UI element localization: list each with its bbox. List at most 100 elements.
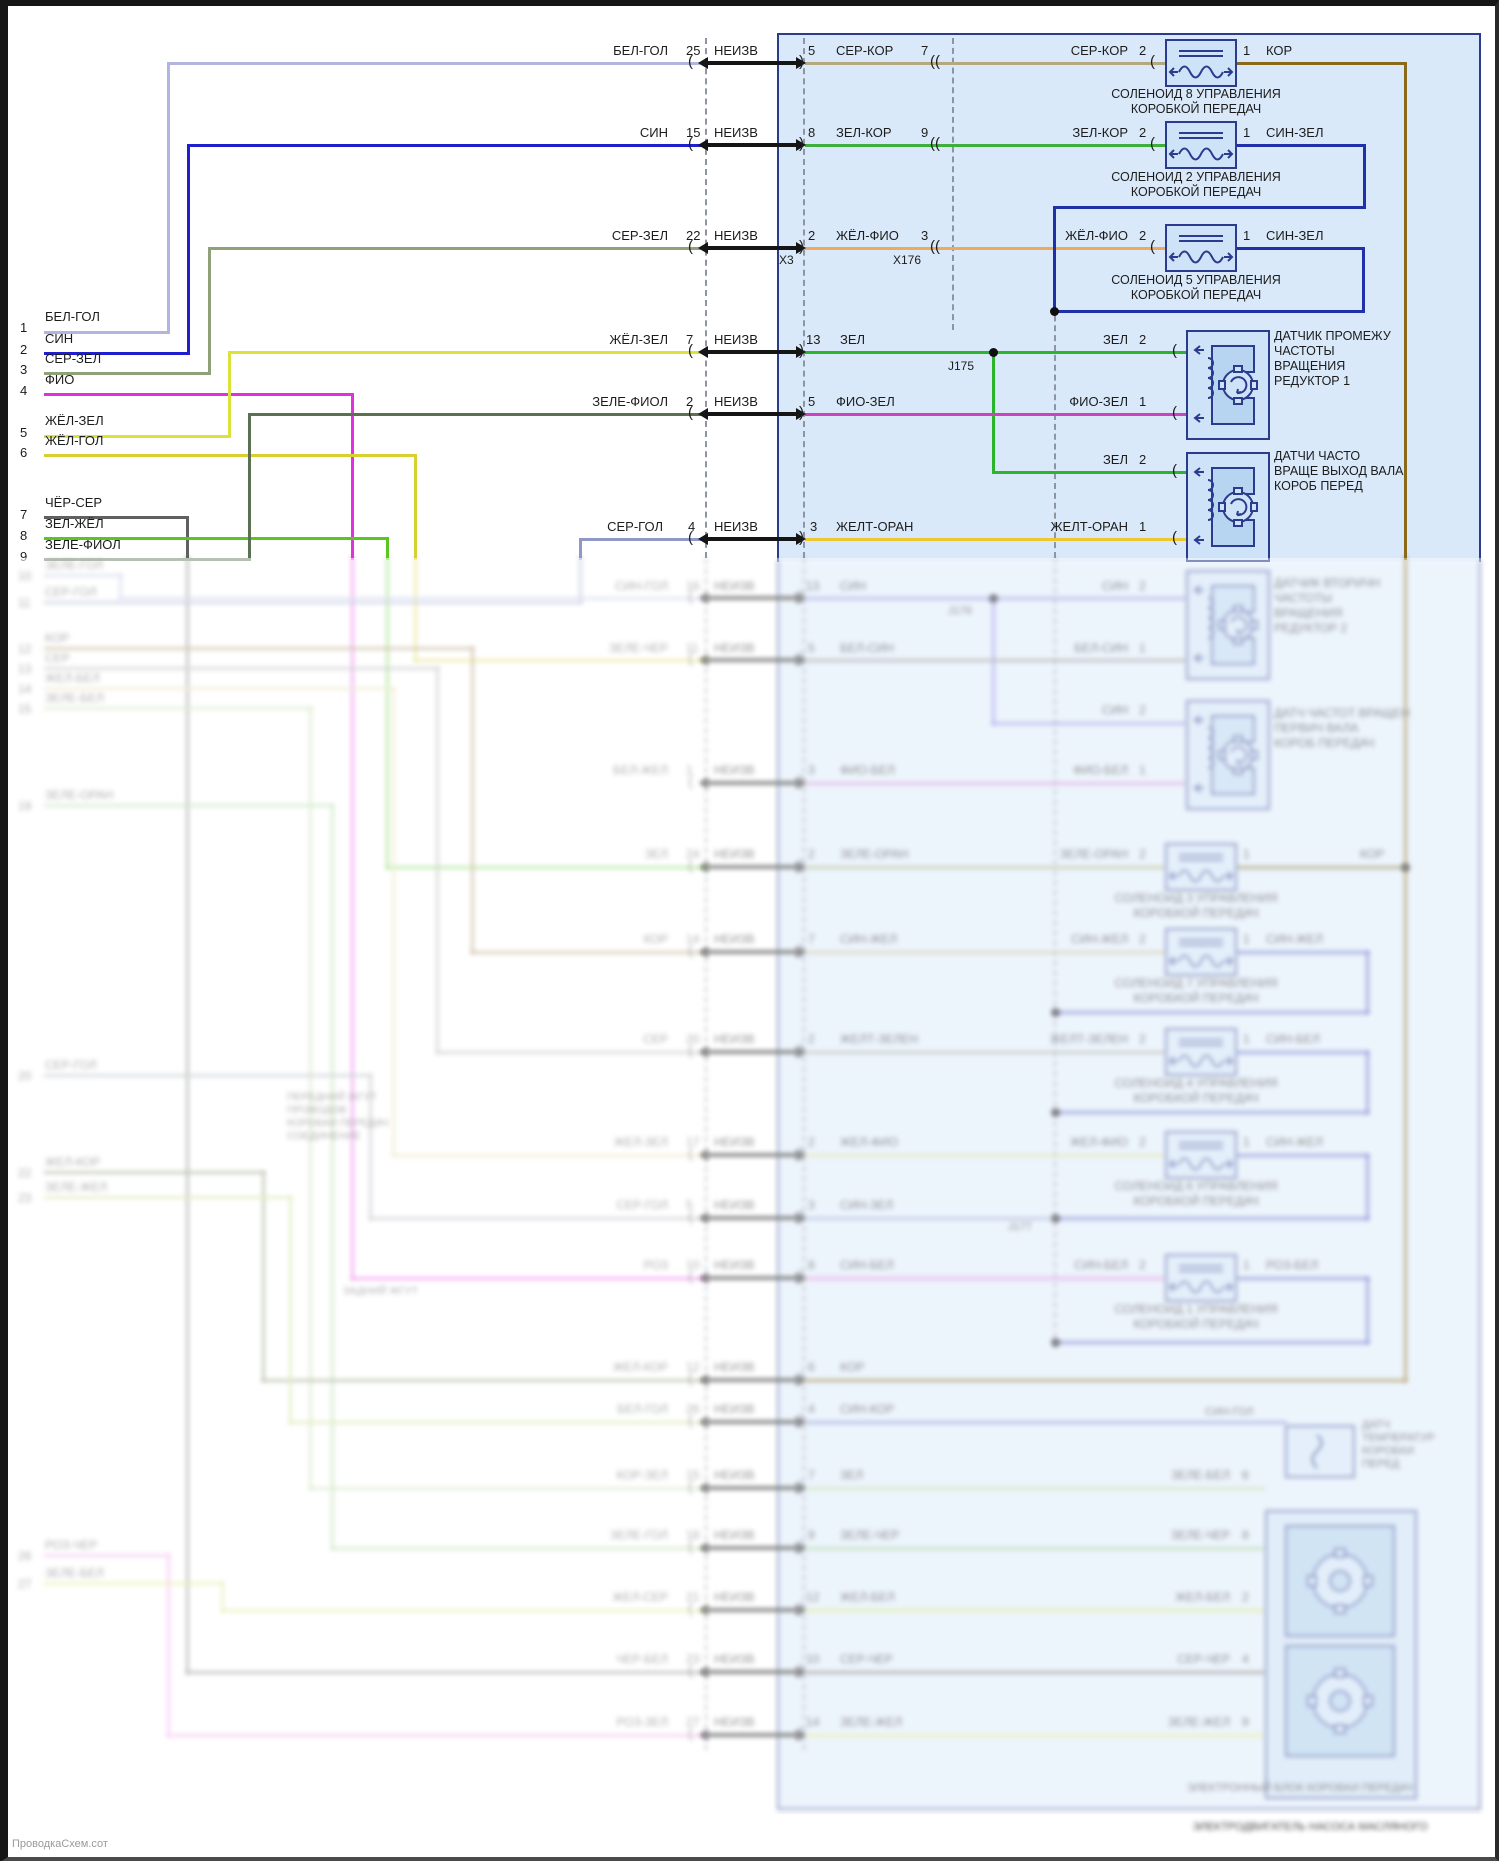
neizv-arrow-left — [698, 1272, 708, 1284]
brow20-pin-a: 9 — [808, 1528, 815, 1542]
brow14-left-pin: 17 — [686, 1135, 700, 1149]
b-stub26-segment — [166, 1554, 170, 1737]
neizv-arrow-left — [698, 861, 708, 873]
connector-paren-right: ) — [799, 588, 804, 605]
solenoid-coil-blur-1 — [1165, 843, 1237, 891]
brow12-left-color: КОР — [643, 932, 668, 946]
brow19-connector-label: НЕИЗВ — [714, 1468, 755, 1482]
stub6-num: 6 — [20, 445, 28, 460]
stub5-zhel-zel-segment — [228, 350, 708, 354]
neizv-wire-bar — [706, 1733, 798, 1737]
brow19-mid-color: ЗЕЛ — [840, 1468, 864, 1482]
neizv-arrow-right — [796, 1604, 806, 1616]
sin-zel-sol2-segment — [1236, 143, 1366, 147]
sensor4-pin2-color: СИН — [1102, 703, 1128, 717]
connector-paren-right: ) — [799, 1412, 804, 1429]
b-stub12-segment — [471, 950, 708, 954]
stub4-label: ФИО — [45, 372, 75, 387]
ser-gol-feed-blur-segment — [578, 557, 582, 604]
sensor3-caption-1: ДАТЧИК ВТОРИЧН — [1274, 576, 1381, 590]
neizv-arrow-right — [796, 777, 806, 789]
brow12-comp-pin1: 1 — [1243, 932, 1250, 946]
brow8-mid-color: СИН — [840, 579, 866, 593]
b-row11-kor-link-segment — [1236, 865, 1407, 869]
stub1-label: БЕЛ-ГОЛ — [45, 309, 100, 324]
sin-zel-sol5-segment — [1361, 247, 1365, 313]
stub9-zele-fiol-segment — [248, 412, 708, 416]
neizv-wire-bar — [706, 1670, 798, 1674]
neizv-wire-bar — [706, 1216, 798, 1220]
ser-gol-feed-blur-segment — [44, 600, 582, 604]
neizv-wire-bar — [706, 596, 798, 600]
brow12-right-color: СИН-ЖЕЛ — [1071, 932, 1128, 946]
neizv-arrow-left — [698, 592, 708, 604]
brow15-left-color: СЕР-ГОЛ — [616, 1198, 668, 1212]
brow11-pin-a: 2 — [808, 847, 815, 861]
neizv-wire-bar — [706, 1050, 798, 1054]
brow17-mid-color: КОР — [840, 1360, 865, 1374]
brow13-comp-pin1: 1 — [1243, 1032, 1250, 1046]
b-stub13-segment — [435, 667, 439, 1054]
stub20-num: 20 — [18, 1069, 32, 1083]
brow21-right-color: ЖЕЛ-БЕЛ — [1175, 1590, 1230, 1604]
stub19-label: ЗЕЛЕ-ОРАН — [45, 788, 114, 802]
stub3-num: 3 — [20, 362, 28, 377]
b-stub20-segment — [368, 1074, 372, 1220]
stub8-num: 8 — [20, 528, 28, 543]
brow16-connector-label: НЕИЗВ — [714, 1258, 755, 1272]
stub1-bel-gol-segment — [44, 330, 170, 334]
brow11-comp-pin1: 1 — [1243, 847, 1250, 861]
sensor3-caption-3: ВРАЩЕНИЯ — [1274, 606, 1343, 620]
stub9-zele-fiol-segment — [247, 413, 251, 561]
b-row13-loop-segment — [1236, 1050, 1369, 1054]
neizv-arrow-right — [796, 1272, 806, 1284]
b-stub26-segment — [167, 1733, 708, 1737]
ecu-panel-top — [777, 33, 1481, 562]
row6-comp-glyph: ( — [1172, 462, 1177, 479]
row2-pin-a: 8 — [808, 125, 816, 140]
stub8-zel-zhel-sharp-segment — [44, 536, 389, 540]
connector-paren-right: ) — [799, 1600, 804, 1617]
row1-ser-kor-segment — [805, 61, 1165, 65]
connector-paren-right: ) — [799, 1478, 804, 1495]
brow20-mid-color: ЗЕЛЕ-ЧЕР — [840, 1528, 900, 1542]
brow17-connector-label: НЕИЗВ — [714, 1360, 755, 1374]
neizv-wire-bar — [706, 143, 798, 147]
b-stub27-segment — [44, 1581, 224, 1585]
brow20-connector-label: НЕИЗВ — [714, 1528, 755, 1542]
connector-x176: X176 — [893, 253, 922, 267]
row3-mid-color: ЖЁЛ-ФИО — [836, 228, 899, 243]
brow10-left-color: БЕЛ-ЖЕЛ — [613, 763, 668, 777]
b-row11-zele-oran-segment — [805, 865, 1165, 869]
neizv-wire-bar — [706, 1608, 798, 1612]
row4-connector-label: НЕИЗВ — [714, 332, 758, 347]
row6-right-color: ЗЕЛ — [1102, 452, 1128, 467]
brow14-out-color: СИН-ЖЕЛ — [1266, 1135, 1323, 1149]
solenoid1-caption2: КОРОБКОЙ ПЕРЕДАЧ — [1133, 1317, 1259, 1331]
brow9-left-pin: 11 — [686, 641, 699, 655]
connector-paren-right: ) — [799, 1268, 804, 1285]
b-row12-loop-segment — [1236, 950, 1369, 954]
temp-sensor-caption-4: ПЕРЕД — [1362, 1458, 1400, 1470]
solenoid-2-coil — [1165, 121, 1237, 169]
row2-zel-kor-segment — [805, 143, 1165, 147]
b-row8-branch-segment — [992, 721, 1186, 725]
stub23-label: ЗЕЛЕ-ЖЕЛ — [45, 1180, 108, 1194]
sin-zel-sol2-segment — [1362, 144, 1366, 209]
junction-dot — [1050, 1107, 1060, 1117]
brow23-right-color: ЗЕЛЕ-ЖЕЛ — [1167, 1715, 1230, 1729]
b-row13-loop-segment — [1054, 1110, 1369, 1114]
row3-zhel-fio-segment — [805, 246, 1165, 250]
temp-sensor-caption-3: КОРОБКИ — [1362, 1445, 1415, 1457]
sensor3-pin2-color: СИН — [1102, 579, 1128, 593]
stub27-label: ЗЕЛЕ-БЕЛ — [45, 1566, 104, 1580]
row7-comp-glyph: ( — [1172, 529, 1177, 546]
sin-zel-sol2-segment — [1053, 205, 1366, 209]
brow11-right-color: ЗЕЛЕ-ОРАН — [1059, 847, 1128, 861]
b-row23-mid-segment — [805, 1733, 1265, 1737]
row5-pin-a: 5 — [808, 394, 816, 409]
row2-out-color: СИН-ЗЕЛ — [1266, 125, 1324, 140]
brow11-mid-color: ЗЕЛЕ-ОРАН — [840, 847, 909, 861]
row2-comp-glyph: ( — [1150, 135, 1155, 152]
neizv-wire-bar — [706, 537, 798, 541]
